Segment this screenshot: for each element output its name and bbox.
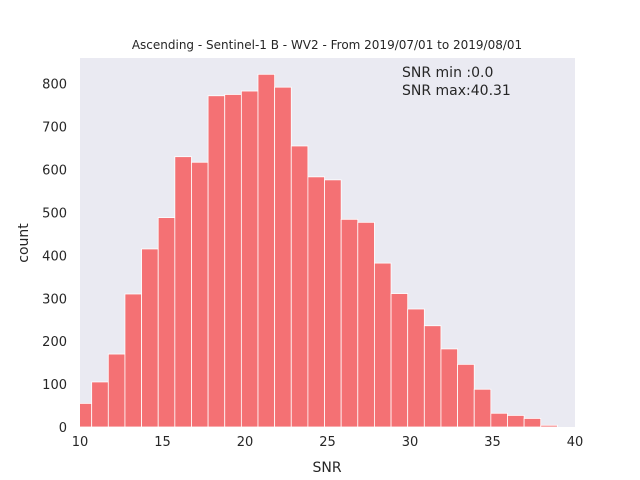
histogram-bar	[224, 94, 242, 427]
y-tick-label: 100	[42, 378, 67, 393]
histogram-bar	[390, 293, 409, 427]
x-axis-label: SNR	[312, 460, 341, 476]
histogram-bar	[290, 145, 309, 427]
histogram-bar	[507, 415, 525, 427]
histogram-bar	[191, 161, 209, 427]
x-tick-label: 10	[72, 435, 89, 450]
histogram-bar	[157, 217, 176, 427]
histogram-bar	[357, 221, 375, 427]
histogram-bar	[423, 325, 442, 427]
annotation-snr-min: SNR min :0.0	[402, 65, 493, 81]
y-axis-label: count	[16, 223, 32, 263]
chart-title: Ascending - Sentinel-1 B - WV2 - From 20…	[132, 38, 522, 52]
histogram-bar	[207, 95, 226, 427]
histogram-bar	[324, 179, 342, 427]
histogram-bar	[91, 381, 109, 427]
histogram-bar	[174, 156, 192, 427]
histogram-bar	[124, 293, 142, 427]
histogram-bar	[473, 388, 492, 427]
y-tick-label: 700	[42, 121, 67, 136]
histogram-bar	[523, 418, 542, 427]
histogram-bar	[274, 86, 292, 427]
histogram-bar	[440, 348, 458, 427]
x-tick-label: 25	[319, 435, 336, 450]
x-tick-label: 30	[402, 435, 419, 450]
y-tick-label: 800	[42, 78, 67, 93]
y-tick-label: 600	[42, 164, 67, 179]
histogram-bar	[340, 218, 359, 427]
y-tick-label: 500	[42, 206, 67, 221]
histogram-bar	[307, 176, 325, 427]
histogram-bar	[240, 90, 259, 427]
histogram-bar	[540, 424, 558, 427]
x-tick-labels: 10 15 20 25 30 35 40	[72, 435, 584, 450]
y-tick-label: 200	[42, 335, 67, 350]
histogram-bar	[457, 363, 475, 427]
histogram-bar	[257, 73, 276, 427]
y-tick-label: 0	[59, 421, 67, 436]
x-tick-label: 40	[567, 435, 584, 450]
histogram-bar	[80, 403, 93, 427]
histogram-bar	[107, 353, 126, 427]
y-tick-labels: 0 100 200 300 400 500 600 700 800	[42, 78, 67, 436]
histogram-bar	[490, 412, 508, 427]
histogram-bar	[374, 262, 392, 427]
x-tick-label: 35	[484, 435, 501, 450]
annotation-snr-max: SNR max:40.31	[402, 83, 511, 99]
x-tick-label: 20	[237, 435, 254, 450]
x-tick-label: 15	[154, 435, 171, 450]
bars-group	[80, 73, 558, 427]
y-tick-label: 400	[42, 249, 67, 264]
y-tick-label: 300	[42, 292, 67, 307]
histogram-bar	[141, 248, 159, 427]
histogram-bar	[407, 308, 425, 427]
